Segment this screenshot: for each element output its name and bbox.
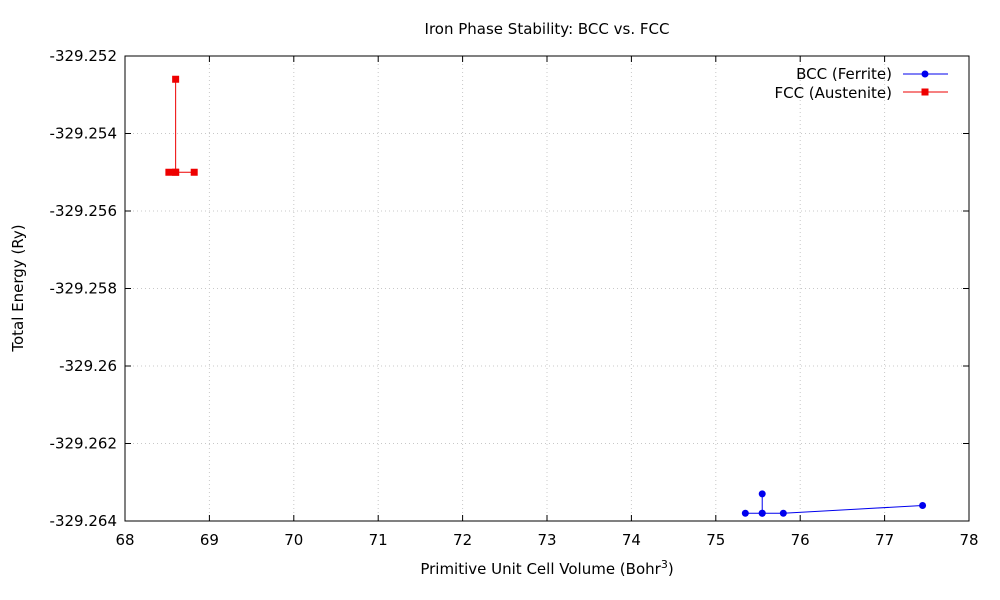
x-tick-labels: 68 69 70 71 72 73 74 75 76 77 78: [115, 531, 978, 549]
x-tick-label: 76: [791, 531, 810, 549]
y-axis-label: Total Energy (Ry): [9, 224, 27, 352]
series-fcc: [165, 75, 198, 176]
y-tick-label: -329.254: [50, 125, 117, 143]
data-point-fcc: [172, 75, 180, 83]
data-point-bcc: [779, 509, 787, 517]
y-tick-label: -329.258: [50, 280, 117, 298]
x-tick-label: 78: [959, 531, 978, 549]
x-tick-label: 75: [706, 531, 725, 549]
x-axis-label: Primitive Unit Cell Volume (Bohr3): [420, 558, 673, 578]
series-bcc: [741, 490, 927, 517]
legend-marker-fcc: [921, 88, 929, 96]
data-point-bcc: [919, 502, 927, 509]
y-tick-label: -329.252: [50, 47, 117, 65]
data-point-bcc: [741, 509, 749, 517]
y-tick-label: -329.264: [50, 512, 117, 530]
data-point-fcc: [172, 168, 180, 176]
legend-label-fcc: FCC (Austenite): [774, 84, 892, 102]
axis-ticks: [124, 55, 970, 522]
x-tick-label: 74: [622, 531, 641, 549]
x-tick-label: 69: [200, 531, 219, 549]
x-tick-label: 70: [284, 531, 303, 549]
legend-item-fcc: FCC (Austenite): [774, 84, 948, 102]
x-tick-label: 77: [875, 531, 894, 549]
legend-marker-bcc: [921, 70, 929, 78]
series-line-fcc: [168, 79, 195, 173]
series-line-bcc: [745, 493, 923, 514]
legend: BCC (Ferrite) FCC (Austenite): [774, 65, 948, 102]
y-tick-labels: -329.252 -329.254 -329.256 -329.258 -329.26 -…: [50, 47, 117, 530]
y-tick-label: -329.262: [50, 435, 117, 453]
series: [165, 75, 927, 517]
x-tick-label: 68: [115, 531, 134, 549]
data-point-fcc: [165, 168, 173, 176]
x-tick-label: 73: [537, 531, 556, 549]
grid: [125, 56, 969, 521]
chart-title: Iron Phase Stability: BCC vs. FCC: [425, 20, 670, 38]
y-tick-label: -329.256: [50, 202, 117, 220]
data-point-bcc: [758, 509, 766, 517]
x-tick-label: 71: [369, 531, 388, 549]
data-point-fcc: [190, 168, 198, 176]
y-tick-label: -329.26: [59, 357, 117, 375]
x-tick-label: 72: [453, 531, 472, 549]
legend-label-bcc: BCC (Ferrite): [796, 65, 892, 83]
data-point-bcc: [758, 490, 766, 498]
legend-item-bcc: BCC (Ferrite): [796, 65, 948, 83]
